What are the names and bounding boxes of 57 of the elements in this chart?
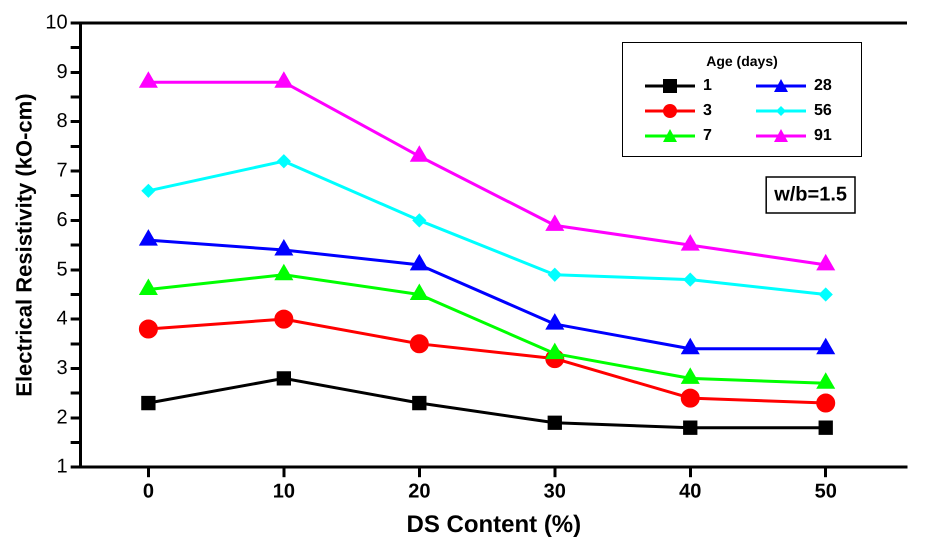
point	[275, 240, 292, 256]
point	[138, 320, 158, 339]
point	[276, 371, 292, 386]
x-tick-label: 0	[142, 480, 154, 503]
y-tick-label: 4	[56, 308, 68, 330]
point	[546, 314, 564, 330]
y-tick-label: 2	[56, 406, 68, 428]
y-tick-label: 6	[56, 208, 68, 231]
point	[819, 288, 832, 301]
y-tick-label: 3	[56, 357, 68, 380]
point	[410, 334, 429, 354]
point	[548, 416, 562, 430]
point	[683, 420, 698, 435]
point	[682, 339, 699, 354]
annotation: w/b=1.5	[773, 184, 847, 206]
point	[141, 396, 156, 410]
y-tick-label: 8	[56, 110, 68, 132]
legend-label: 1	[703, 76, 712, 94]
point	[818, 420, 833, 435]
point	[412, 214, 426, 227]
x-tick-label: 20	[408, 480, 430, 503]
legend-label: 28	[814, 76, 832, 94]
point	[140, 280, 157, 296]
y-tick-label: 1	[56, 456, 68, 478]
y-tick-label: 9	[56, 60, 68, 83]
point	[140, 230, 157, 246]
x-tick-label: 40	[679, 480, 702, 503]
legend-label: 7	[703, 126, 712, 144]
x-tick-label: 50	[814, 480, 837, 503]
point	[140, 72, 157, 88]
point	[410, 284, 428, 300]
point	[682, 236, 699, 251]
point	[684, 273, 697, 286]
point	[275, 265, 292, 280]
x-tick-label: 30	[544, 480, 566, 503]
point	[546, 216, 564, 231]
y-tick-label: 5	[56, 258, 68, 280]
point	[817, 255, 834, 270]
y-tick-label: 10	[45, 12, 68, 34]
point	[816, 394, 836, 413]
point	[817, 339, 834, 354]
point	[410, 146, 428, 162]
x-tick-label: 10	[272, 480, 295, 503]
point	[412, 396, 426, 410]
point	[548, 268, 562, 282]
point	[274, 310, 294, 329]
y-axis-title: Electrical Resistivity (kO-cm)	[11, 93, 36, 397]
legend-label: 3	[703, 102, 712, 120]
point	[410, 255, 428, 270]
x-axis-title: DS Content (%)	[406, 511, 582, 538]
point	[546, 344, 564, 360]
legend-label: 56	[814, 102, 832, 120]
legend-title: Age (days)	[705, 53, 779, 69]
point	[680, 388, 700, 408]
legend-label: 91	[814, 126, 832, 144]
y-tick-label: 7	[56, 160, 68, 182]
point	[275, 72, 292, 88]
